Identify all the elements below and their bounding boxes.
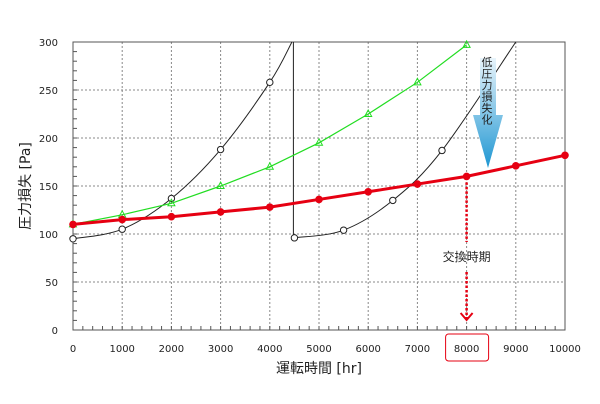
- black-series-curve: [294, 41, 517, 239]
- red-series-point: [167, 212, 176, 221]
- x-tick-label: 0: [70, 344, 76, 355]
- x-tick-label: 3000: [208, 344, 233, 355]
- y-tick-label: 0: [52, 326, 58, 337]
- green-series-point: [462, 39, 471, 48]
- black-series-point: [118, 225, 126, 233]
- plot-frame: [72, 41, 566, 331]
- red-series-point: [413, 180, 422, 188]
- arrow-label-char: 損: [482, 90, 493, 104]
- black-series-point: [339, 226, 348, 234]
- red-series-point: [315, 195, 323, 204]
- y-tick-label: 50: [45, 278, 58, 289]
- arrow-label-char: 失: [482, 102, 493, 115]
- black-series-point: [69, 235, 77, 243]
- red-series-point: [118, 215, 126, 224]
- arrow-label-char: 化: [482, 113, 493, 127]
- y-axis-label: 圧力損失 [Pa]: [18, 142, 34, 230]
- y-tick-label: 100: [39, 230, 58, 241]
- highlight-box: [445, 333, 490, 362]
- grid: [73, 42, 565, 330]
- black-series-point: [266, 78, 274, 87]
- x-tick-label: 2000: [159, 344, 184, 355]
- red-series-point: [69, 220, 77, 229]
- series: [68, 39, 569, 243]
- replacement-label: 交換時期: [443, 249, 491, 264]
- x-tick-label: 7000: [405, 344, 430, 355]
- green-series-point: [413, 77, 422, 86]
- black-series-point: [290, 234, 299, 242]
- y-tick-label: 250: [39, 86, 58, 97]
- red-series-point: [364, 187, 373, 196]
- black-series-point: [216, 145, 225, 154]
- arrow-label-char: 力: [482, 79, 493, 92]
- annotations: 低圧力損失化 交換時期: [443, 56, 503, 322]
- y-tick-label: 150: [39, 182, 58, 193]
- x-tick-label: 5000: [306, 344, 331, 355]
- x-tick-label: 9000: [503, 344, 528, 355]
- black-series-point: [389, 196, 397, 205]
- x-tick-label: 8000: [454, 344, 479, 355]
- green-series-point: [363, 108, 373, 117]
- arrow-label-char: 圧: [482, 68, 493, 81]
- arrow-label: 低圧力損失化: [482, 56, 493, 127]
- down-arrow-icon: [473, 58, 503, 168]
- y-tick-label: 300: [39, 38, 58, 49]
- green-series-point: [216, 180, 225, 189]
- black-series-point: [438, 146, 446, 155]
- green-series-point: [314, 137, 324, 146]
- green-series-line: [72, 44, 467, 225]
- y-tick-label: 200: [39, 134, 58, 145]
- red-series-point: [266, 203, 274, 211]
- red-series-point: [216, 208, 225, 216]
- green-series-point: [265, 161, 275, 170]
- arrow-label-char: 低: [482, 56, 493, 69]
- axes: 0 1000 2000 3000 4000 5000 6000 7000 8000 9000 100…: [39, 38, 581, 362]
- red-series-point: [512, 162, 520, 170]
- red-series-point: [462, 172, 471, 181]
- x-tick-label: 4000: [257, 344, 282, 355]
- x-axis-label: 運転時間 [hr]: [276, 361, 362, 377]
- chevron-down-icon: [459, 312, 474, 322]
- x-tick-label: 1000: [109, 344, 134, 355]
- x-tick-label: 10000: [549, 344, 581, 355]
- green-series-point: [167, 198, 176, 207]
- x-tick-label: 6000: [355, 344, 380, 355]
- red-series-point: [561, 151, 569, 160]
